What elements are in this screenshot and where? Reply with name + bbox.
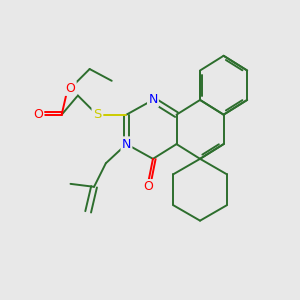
Text: O: O [33,108,43,121]
Text: N: N [122,138,131,151]
Text: N: N [148,93,158,106]
Text: O: O [144,180,154,193]
Text: O: O [66,82,75,95]
Text: S: S [93,108,101,121]
